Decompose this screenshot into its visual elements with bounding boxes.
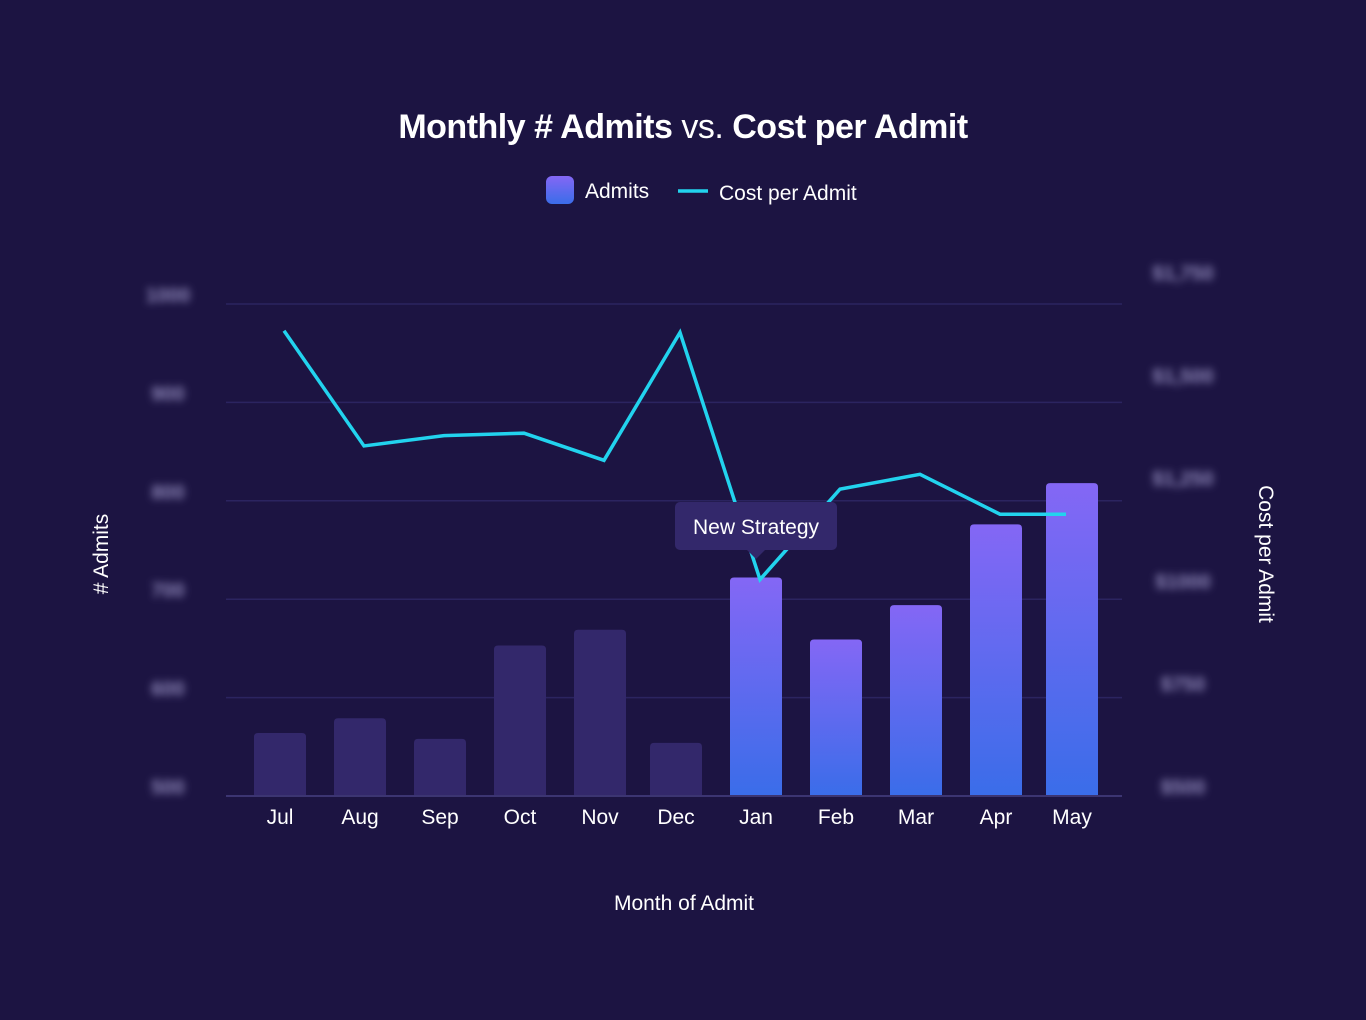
x-tick-apr: Apr xyxy=(980,806,1013,829)
x-tick-dec: Dec xyxy=(657,806,694,829)
y2-tick-label: $1,500 xyxy=(1152,366,1213,388)
y2-axis-title: Cost per Admit xyxy=(1254,485,1277,623)
y-tick-label: 700 xyxy=(151,580,184,602)
y2-tick-label: $500 xyxy=(1161,777,1206,799)
bar-apr xyxy=(970,524,1022,796)
cost-per-admit-line xyxy=(282,328,1066,584)
bar-nov xyxy=(574,629,626,796)
annotation-pointer xyxy=(747,550,765,559)
chart-title: Monthly # Admits vs. Cost per Admit xyxy=(398,108,968,146)
x-tick-sep: Sep xyxy=(421,806,458,829)
x-tick-mar: Mar xyxy=(898,806,934,829)
y2-tick-label: $1,250 xyxy=(1152,469,1213,491)
annotation: New Strategy xyxy=(675,502,837,559)
bar-feb xyxy=(810,639,862,796)
legend-cost-label: Cost per Admit xyxy=(719,182,857,205)
bar-may xyxy=(1046,483,1098,796)
y-tick-label: 900 xyxy=(151,383,184,405)
y2-tick-label: $1,750 xyxy=(1152,263,1213,285)
chart-title-part: vs. xyxy=(672,108,732,146)
chart-title-part: Monthly # Admits xyxy=(398,108,672,146)
legend-admits-swatch xyxy=(546,176,574,204)
chart-title-part: Cost per Admit xyxy=(732,108,968,146)
y2-tick-label: $750 xyxy=(1161,674,1206,696)
bar-dec xyxy=(650,742,702,796)
x-tick-nov: Nov xyxy=(581,806,619,829)
bars xyxy=(254,483,1098,796)
y-tick-label: 1000 xyxy=(146,285,191,307)
y2-tick-label: $1000 xyxy=(1155,571,1211,593)
y-tick-label: 800 xyxy=(151,482,184,504)
cost-line xyxy=(282,328,1066,584)
y-axis-left-ticks: 1000 900 800 700 600 500 xyxy=(146,285,191,799)
x-tick-jul: Jul xyxy=(267,806,294,829)
bar-jan xyxy=(730,577,782,796)
x-tick-jan: Jan xyxy=(739,806,773,829)
x-tick-aug: Aug xyxy=(341,806,378,829)
y-tick-label: 500 xyxy=(151,777,184,799)
y-tick-label: 600 xyxy=(151,679,184,701)
y-axis-title: # Admits xyxy=(90,514,113,595)
y-axis-right-ticks: $1,750 $1,500 $1,250 $1000 $750 $500 xyxy=(1152,263,1213,799)
annotation-label: New Strategy xyxy=(693,516,820,539)
bar-oct xyxy=(494,645,546,796)
legend: Admits Cost per Admit xyxy=(546,176,857,205)
annotation-box xyxy=(675,502,837,550)
x-axis-title: Month of Admit xyxy=(614,892,754,915)
bar-mar xyxy=(890,605,942,796)
x-tick-oct: Oct xyxy=(504,806,537,829)
x-axis-ticks: Jul Aug Sep Oct Nov Dec Jan Feb Mar Apr May xyxy=(267,806,1093,829)
bar-jul xyxy=(254,733,306,796)
bar-sep xyxy=(414,738,466,796)
legend-admits-label: Admits xyxy=(585,180,649,203)
x-tick-feb: Feb xyxy=(818,806,854,829)
bar-aug xyxy=(334,718,386,796)
x-tick-may: May xyxy=(1052,806,1092,829)
